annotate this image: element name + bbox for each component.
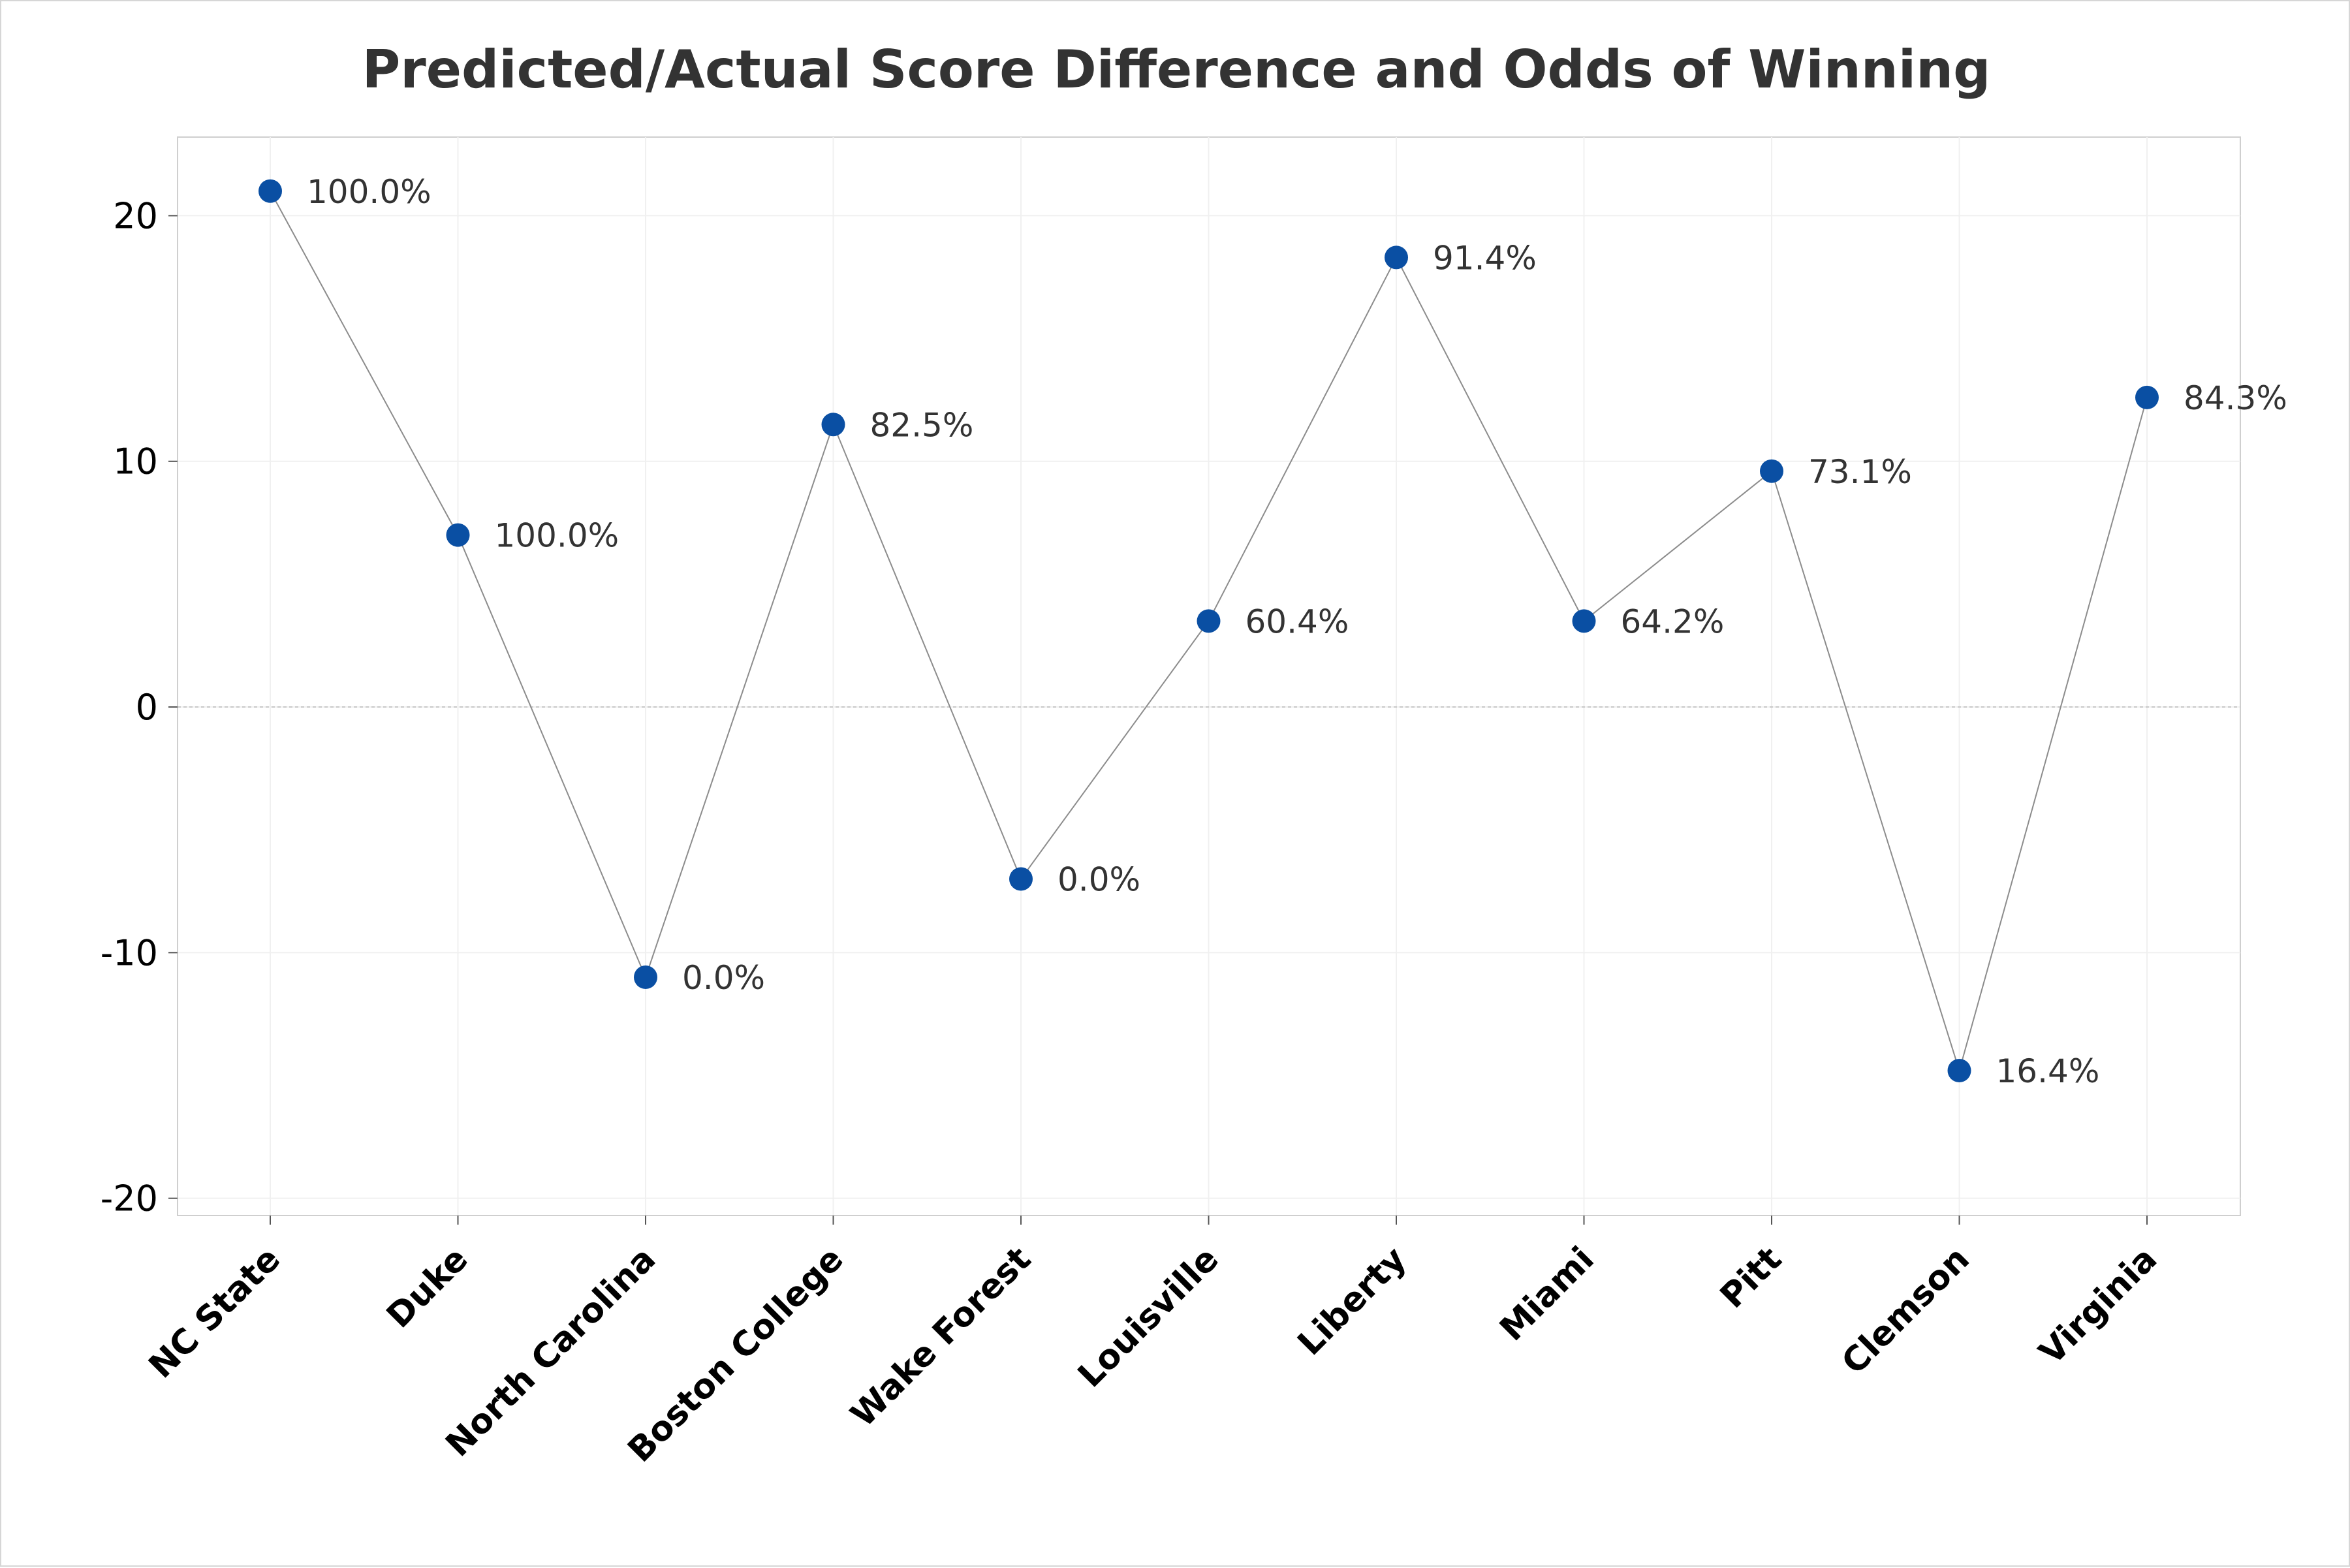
data-point bbox=[1197, 609, 1221, 633]
data-point bbox=[258, 179, 282, 203]
data-label: 64.2% bbox=[1621, 603, 1725, 640]
x-tick-label: NC State bbox=[142, 1240, 288, 1386]
data-label: 0.0% bbox=[682, 959, 765, 997]
x-tick-label: Clemson bbox=[1834, 1240, 1977, 1383]
y-tick-label: -10 bbox=[101, 932, 158, 973]
x-tick-label: North Carolina bbox=[439, 1240, 664, 1465]
data-point bbox=[634, 965, 657, 989]
y-tick-label: 0 bbox=[136, 687, 158, 728]
y-tick-label: 20 bbox=[113, 195, 158, 236]
data-label: 100.0% bbox=[495, 517, 619, 555]
y-tick-label: -20 bbox=[101, 1178, 158, 1219]
data-label: 84.3% bbox=[2184, 379, 2287, 417]
data-label: 91.4% bbox=[1433, 239, 1537, 277]
data-point bbox=[1009, 867, 1033, 891]
data-point bbox=[1572, 609, 1596, 633]
x-tick-label: Louisville bbox=[1071, 1240, 1227, 1396]
data-label: 0.0% bbox=[1058, 860, 1140, 898]
x-tick-label: Wake Forest bbox=[843, 1240, 1039, 1435]
x-tick-label: Pitt bbox=[1713, 1240, 1789, 1316]
data-point bbox=[1760, 459, 1783, 483]
data-point bbox=[1947, 1058, 1971, 1082]
data-label: 100.0% bbox=[307, 173, 431, 211]
y-tick-label: 10 bbox=[113, 441, 158, 482]
x-tick-label: Duke bbox=[379, 1240, 476, 1336]
chart-title: Predicted/Actual Score Difference and Od… bbox=[362, 39, 1991, 100]
data-label: 16.4% bbox=[1996, 1052, 2100, 1090]
data-point bbox=[446, 523, 470, 547]
data-label: 82.5% bbox=[870, 406, 974, 444]
data-point bbox=[1385, 245, 1408, 270]
x-tick-label: Liberty bbox=[1291, 1240, 1414, 1363]
data-label: 60.4% bbox=[1246, 603, 1349, 640]
data-label: 73.1% bbox=[1808, 453, 1912, 491]
data-point bbox=[2135, 385, 2159, 409]
x-tick-label: Virginia bbox=[2032, 1240, 2165, 1372]
data-point bbox=[821, 413, 845, 437]
x-tick-label: Miami bbox=[1492, 1240, 1601, 1349]
